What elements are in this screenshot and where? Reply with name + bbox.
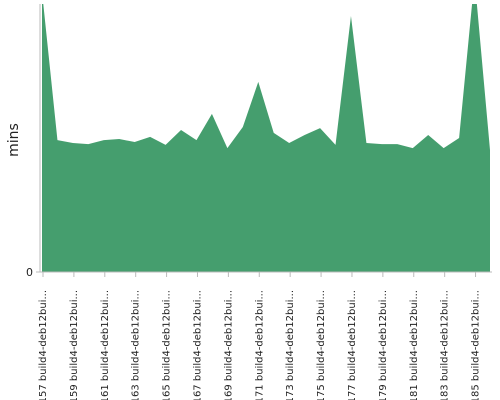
y-axis-label: mins: [6, 123, 22, 157]
x-tick-label: #181 build4-deb12bui...: [409, 290, 420, 400]
x-tick-label: #171 build4-deb12bui...: [254, 290, 265, 400]
x-tick-label: #179 build4-deb12bui...: [378, 290, 389, 400]
x-tick-label: #161 build4-deb12bui...: [100, 290, 111, 400]
x-tick-label: #165 build4-deb12bui...: [162, 290, 173, 400]
x-tick-label: #177 build4-deb12bui...: [347, 290, 358, 400]
x-tick-label: #173 build4-deb12bui...: [285, 290, 296, 400]
area: [42, 4, 490, 272]
x-tick-label: #175 build4-deb12bui...: [316, 290, 327, 400]
x-tick-label: #185 build4-deb12bui...: [471, 290, 482, 400]
x-tick-label: #159 build4-deb12bui...: [69, 290, 80, 400]
x-tick-label: #183 build4-deb12bui...: [440, 290, 451, 400]
x-tick-label: #167 build4-deb12bui...: [192, 290, 203, 400]
x-tick-label: #163 build4-deb12bui...: [131, 290, 142, 400]
x-tick-label: #169 build4-deb12bui...: [223, 290, 234, 400]
x-tick-label: #157 build4-deb12bui...: [38, 290, 49, 400]
y-tick-label: 0: [26, 266, 33, 279]
